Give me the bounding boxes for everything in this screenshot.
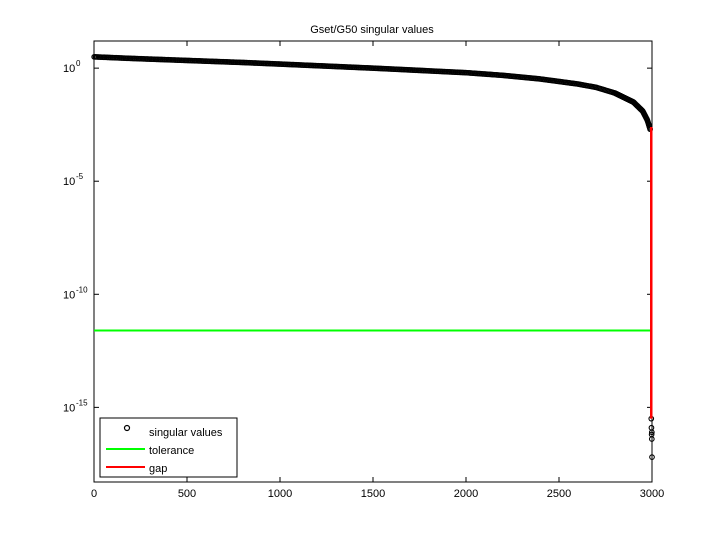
legend-label-singular-values: singular values xyxy=(149,427,223,439)
chart-title: Gset/G50 singular values xyxy=(310,24,434,36)
y-tick-label-base: 10 xyxy=(63,402,75,414)
plot-area xyxy=(93,40,653,483)
x-tick-label: 2000 xyxy=(454,488,478,500)
singular-value-point xyxy=(648,429,655,436)
y-tick-label-base: 10 xyxy=(63,176,75,188)
y-tick-label-exponent: -15 xyxy=(76,398,88,407)
y-tick-label-base: 10 xyxy=(63,289,75,301)
x-tick-label: 1000 xyxy=(268,488,292,500)
singular-values-markers xyxy=(91,53,655,460)
y-tick-label-exponent: -5 xyxy=(76,172,84,181)
plot-series xyxy=(91,53,655,460)
x-tick-label: 3000 xyxy=(640,488,664,500)
legend-label-tolerance: tolerance xyxy=(149,445,194,457)
legend-label-gap: gap xyxy=(149,463,167,475)
x-tick-label: 0 xyxy=(91,488,97,500)
singular-value-point xyxy=(649,454,655,460)
legend-marker-singular-values xyxy=(123,424,131,432)
legend: singular values tolerance gap xyxy=(99,417,238,478)
y-tick-label-exponent: -10 xyxy=(76,285,88,294)
x-tick-label: 2500 xyxy=(547,488,571,500)
y-tick-label-base: 10 xyxy=(63,63,75,75)
x-tick-label: 1500 xyxy=(361,488,385,500)
x-axis: 0 500 1000 1500 2000 2500 3000 xyxy=(91,41,664,500)
singular-value-point xyxy=(648,436,655,442)
x-tick-label: 500 xyxy=(178,488,196,500)
y-tick-label-exponent: 0 xyxy=(76,59,81,68)
